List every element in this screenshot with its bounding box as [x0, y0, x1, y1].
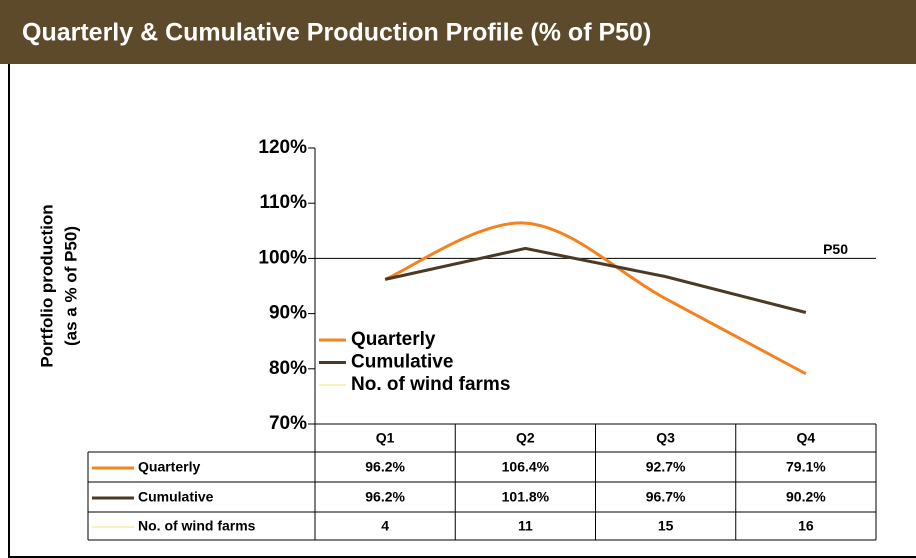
y-tick-label: 120%	[258, 137, 307, 158]
x-tick-label: Q3	[656, 430, 675, 446]
legend-label: Quarterly	[351, 329, 436, 350]
table-cell: 15	[658, 518, 674, 534]
x-tick-label: Q2	[516, 430, 535, 446]
table-row-label: No. of wind farms	[138, 518, 256, 534]
table-cell: 11	[518, 518, 533, 534]
y-tick-label: 110%	[259, 192, 307, 213]
table-cell: 90.2%	[786, 489, 826, 505]
table-cell: 92.7%	[646, 459, 686, 475]
table-row-label: Cumulative	[138, 489, 214, 505]
table-cell: 4	[381, 518, 389, 534]
table-cell: 106.4%	[502, 459, 550, 475]
series-line	[384, 221, 807, 376]
y-tick-label: 90%	[269, 303, 307, 324]
table-cell: 96.2%	[365, 459, 405, 475]
table-cell: 79.1%	[786, 459, 826, 475]
series-line	[384, 246, 807, 314]
legend-label: No. of wind farms	[351, 374, 510, 395]
y-tick-label: 100%	[258, 247, 307, 268]
y-tick-label: 70%	[269, 413, 307, 434]
legend-label: Cumulative	[351, 352, 453, 373]
y-tick-label: 80%	[269, 358, 307, 379]
table-cell: 96.2%	[365, 489, 405, 505]
header-bar	[0, 0, 916, 64]
x-tick-label: Q4	[797, 430, 816, 446]
table-cell: 101.8%	[502, 489, 550, 505]
chart-title: Quarterly & Cumulative Production Profil…	[22, 19, 651, 47]
table-cell: 96.7%	[646, 489, 686, 505]
y-axis-label: (as a % of P50)	[61, 226, 80, 346]
table-row-label: Quarterly	[138, 459, 200, 475]
reference-label: P50	[823, 241, 848, 257]
table-cell: 16	[798, 518, 814, 534]
x-tick-label: Q1	[376, 430, 395, 446]
y-axis-label: Portfolio production	[37, 204, 56, 367]
